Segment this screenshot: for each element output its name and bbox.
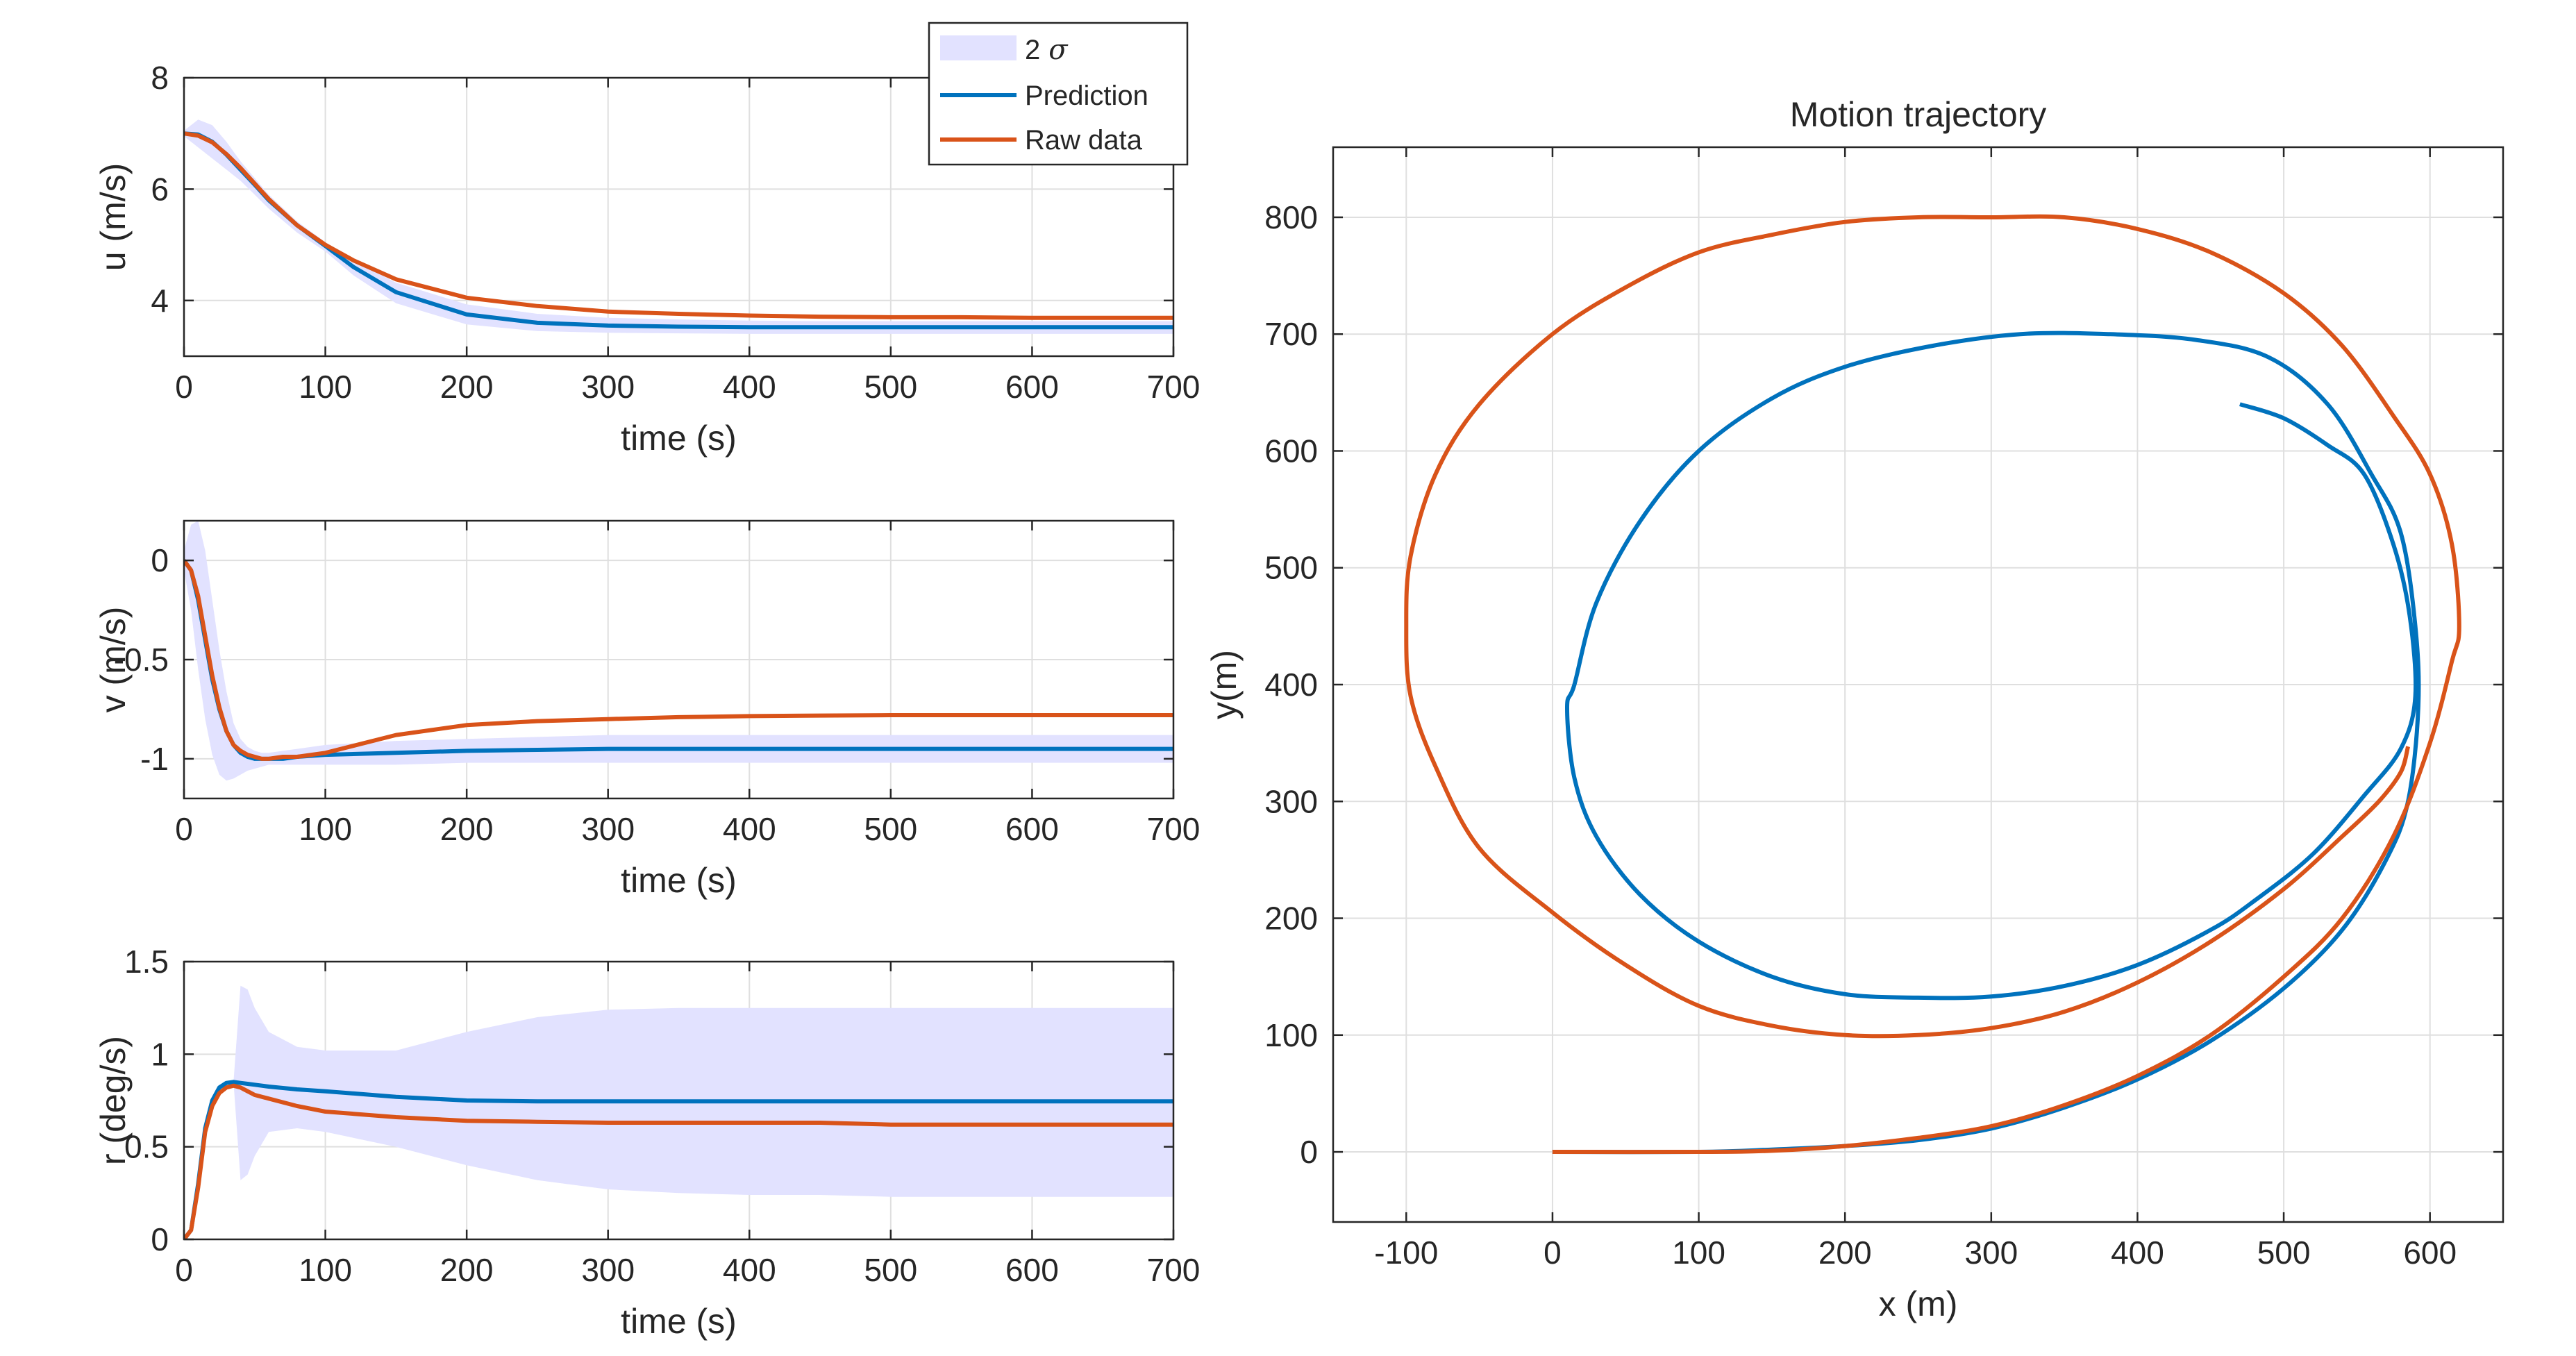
plot-v: 0 100 200 300 400 500 600 700 -1 -0.5 0 time (s) v (… [94,519,1201,900]
raw-data-line [184,131,1173,320]
legend-prediction-label: Prediction [1025,81,1148,111]
y-tick-label: 0.5 [124,1129,169,1165]
x-tick-label: 600 [1005,1252,1059,1288]
x-axis-label: time (s) [621,419,737,458]
y-tick-label: 500 [1264,550,1318,586]
data-layer-trajectory [1404,214,2461,1155]
x-tick-label: 700 [1147,1252,1201,1288]
y-tick-label: 700 [1264,316,1318,352]
y-axis-label: r (deg/s) [94,1036,133,1165]
x-tick-label: 600 [1005,811,1059,847]
y-tick-label: -0.5 [114,642,169,678]
plot-u: 0 100 200 300 400 500 600 700 4 6 8 time (s) u (m/s) [94,60,1200,458]
y-tick-label: -1 [140,741,169,777]
x-tick-label: 200 [440,811,494,847]
y-tick-label: 8 [151,60,169,96]
y-tick-label: 6 [151,171,169,207]
sigma-band [184,521,1173,781]
x-tick-label: 100 [299,369,352,405]
y-axis-label: y(m) [1205,650,1244,719]
legend-band-swatch [940,35,1017,60]
y-tick-label: 100 [1264,1017,1318,1053]
x-tick-label: 400 [723,1252,776,1288]
x-axis-label: time (s) [621,1302,737,1341]
plot-r: 0 100 200 300 400 500 600 700 0 0.5 1 1.5 time (s) r … [94,944,1200,1341]
x-tick-label: 200 [440,369,494,405]
x-tick-label: -100 [1374,1234,1438,1271]
x-tick-label: 100 [299,1252,352,1288]
x-tick-label: 300 [581,369,635,405]
x-tick-label: 500 [864,811,917,847]
x-tick-label: 300 [581,1252,635,1288]
y-axis-label: v (m/s) [94,607,133,713]
x-tick-label: 100 [1672,1234,1725,1271]
x-tick-label: 500 [864,1252,917,1288]
legend: 2 σ Prediction Raw data [928,22,1189,166]
y-tick-label: 800 [1264,199,1318,235]
x-tick-label: 200 [440,1252,494,1288]
y-tick-label: 0 [151,1221,169,1257]
y-tick-label: 0 [151,542,169,578]
x-axis-label: time (s) [621,861,737,900]
y-tick-label: 1 [151,1036,169,1072]
y-tick-label: 0 [1300,1134,1318,1170]
legend-sigma-symbol: σ [1048,34,1069,66]
prediction-trajectory [1552,330,2421,1155]
y-tick-label: 1.5 [124,944,169,980]
data-layer-u [184,119,1173,334]
x-tick-label: 600 [1005,369,1059,405]
axes-frame [183,960,1175,1241]
prediction-line [184,1080,1173,1239]
legend-raw-label: Raw data [1025,125,1143,156]
axes-frame [183,76,1175,358]
x-tick-label: 200 [1818,1234,1872,1271]
raw-data-line [184,1083,1173,1239]
x-axis-label: x (m) [1879,1284,1958,1323]
x-tick-label: 0 [175,1252,193,1288]
x-tick-label: 500 [864,369,917,405]
x-tick-label: 600 [2403,1234,2457,1271]
y-tick-label: 300 [1264,783,1318,819]
x-tick-label: 300 [581,811,635,847]
x-tick-label: 400 [723,811,776,847]
x-tick-label: 500 [2257,1234,2311,1271]
raw-data-line [184,559,1173,761]
legend-band-number: 2 [1025,35,1040,65]
x-tick-label: 300 [1964,1234,2018,1271]
sigma-band [233,985,1173,1197]
y-tick-label: 200 [1264,901,1318,937]
data-layer-r [184,985,1173,1239]
x-tick-label: 700 [1147,369,1201,405]
x-tick-label: 400 [2111,1234,2164,1271]
y-tick-label: 600 [1264,433,1318,469]
chart-title: Motion trajectory [1790,95,2047,134]
x-tick-label: 700 [1147,811,1201,847]
y-tick-label: 400 [1264,667,1318,703]
x-tick-label: 0 [175,811,193,847]
data-layer-v [184,521,1173,781]
y-tick-label: 4 [151,283,169,319]
x-tick-label: 0 [1544,1234,1562,1271]
x-tick-label: 100 [299,811,352,847]
plot-trajectory: -100 0 100 200 300 400 500 600 0 100 200 300 400 500 6… [1205,95,2504,1323]
raw-data-trajectory [1404,214,2461,1155]
x-tick-label: 400 [723,369,776,405]
y-axis-label: u (m/s) [94,163,133,271]
x-tick-label: 0 [175,369,193,405]
